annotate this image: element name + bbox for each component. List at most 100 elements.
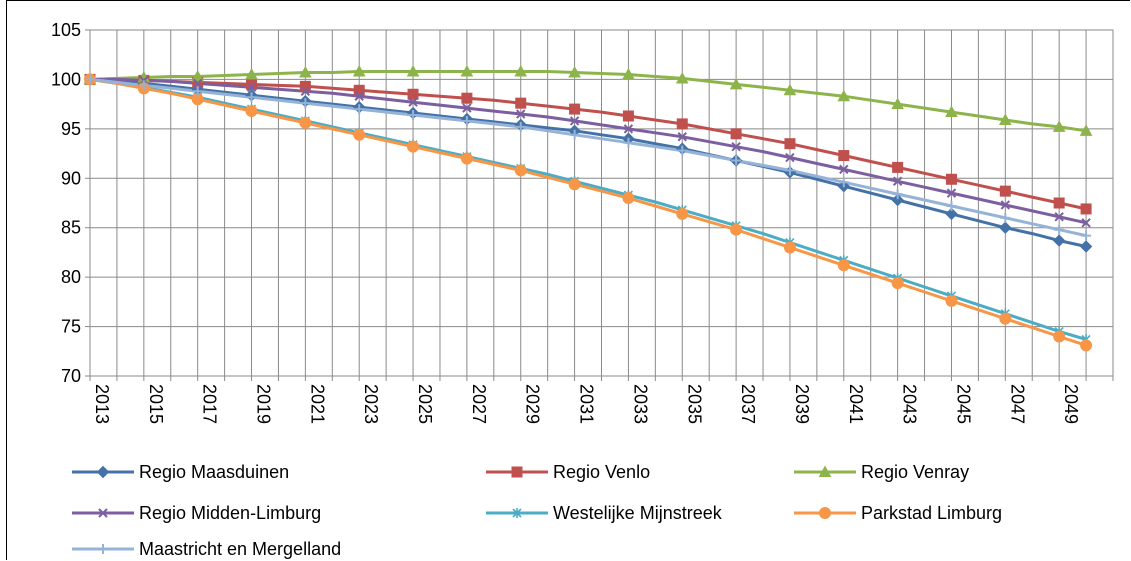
- data-point: [784, 138, 796, 150]
- axes: [85, 29, 1114, 381]
- legend-label: Parkstad Limburg: [861, 503, 1002, 523]
- data-point: [1079, 240, 1093, 253]
- legend-swatch-marker: [98, 508, 108, 518]
- x-tick-label: 2017: [200, 384, 220, 424]
- y-tick-label: 105: [51, 20, 81, 40]
- data-point: [300, 98, 311, 109]
- data-point: [838, 177, 849, 188]
- data-point: [192, 86, 203, 97]
- data-point: [1000, 200, 1011, 210]
- data-point: [569, 116, 580, 126]
- data-point: [299, 65, 312, 78]
- data-point: [246, 82, 257, 93]
- data-point: [1079, 124, 1093, 136]
- data-point: [622, 110, 634, 122]
- legend-swatch-marker: [512, 508, 522, 518]
- legend-label: Regio Venray: [861, 462, 969, 482]
- plot-area-border: [89, 29, 1114, 377]
- legend: Regio Maasduinen Regio Venlo Regio Venray R…: [72, 462, 1002, 559]
- y-tick-label: 100: [51, 69, 81, 89]
- data-point: [514, 64, 528, 77]
- data-point: [85, 74, 95, 85]
- x-tick-label: 2023: [361, 384, 381, 424]
- data-point: [839, 164, 849, 175]
- data-point: [946, 188, 957, 198]
- data-point: [299, 116, 312, 129]
- data-point: [1052, 120, 1066, 132]
- data-point: [514, 164, 527, 177]
- legend-item-maastricht-en-mergelland: Maastricht en Mergelland: [72, 539, 341, 559]
- data-point: [515, 121, 526, 132]
- data-point: [622, 192, 635, 205]
- data-point: [1052, 234, 1066, 247]
- data-point: [891, 193, 904, 207]
- legend-item-regio-midden-limburg: Regio Midden-Limburg: [72, 503, 321, 523]
- data-point: [1054, 224, 1065, 235]
- data-point: [461, 92, 473, 104]
- data-point: [675, 71, 689, 84]
- legend-item-regio-venlo: Regio Venlo: [486, 462, 650, 482]
- legend-swatch-marker: [819, 507, 831, 519]
- legend-label: Regio Maasduinen: [139, 462, 289, 482]
- x-tick-label: 2031: [577, 384, 597, 424]
- data-point: [407, 140, 420, 153]
- data-point: [460, 152, 473, 165]
- data-point: [460, 64, 474, 77]
- data-point: [191, 69, 205, 82]
- data-point: [1081, 230, 1092, 241]
- data-point: [730, 128, 742, 140]
- data-point: [622, 67, 635, 80]
- data-point: [946, 200, 957, 211]
- data-point: [892, 176, 903, 186]
- chart-frame: [6, 0, 1130, 560]
- legend-label: Maastricht en Mergelland: [139, 539, 341, 559]
- data-point: [891, 97, 904, 110]
- data-point: [138, 80, 149, 91]
- data-point: [408, 110, 419, 121]
- data-point: [1080, 339, 1093, 352]
- x-tick-label: 2025: [415, 384, 435, 424]
- data-point: [731, 155, 742, 166]
- data-point: [1081, 218, 1091, 228]
- data-point: [515, 97, 527, 109]
- data-point: [407, 88, 419, 100]
- y-tick-label: 80: [61, 267, 81, 287]
- data-point: [568, 178, 581, 191]
- data-point: [408, 97, 418, 107]
- legend-swatch-marker: [98, 544, 108, 554]
- x-tick-label: 2043: [900, 384, 920, 424]
- data-point: [783, 83, 797, 96]
- legend-label: Westelijke Mijnstreek: [553, 503, 723, 523]
- series-markers-parkstad-limburg: [84, 73, 1093, 352]
- series-markers-regio-maasduinen: [83, 73, 1093, 253]
- data-point: [784, 165, 795, 176]
- x-tick-label: 2029: [523, 384, 543, 424]
- series-lines: [89, 70, 1087, 347]
- x-tick-label: 2027: [469, 384, 489, 424]
- data-point: [354, 91, 364, 101]
- series-markers-maastricht-en-mergelland: [85, 74, 1092, 241]
- data-point: [783, 241, 796, 254]
- data-point: [785, 152, 795, 163]
- x-tick-label: 2039: [792, 384, 812, 424]
- legend-item-westelijke-mijnstreek: Westelijke Mijnstreek: [486, 503, 723, 523]
- legend-swatch-marker: [96, 465, 110, 479]
- data-point: [998, 113, 1012, 125]
- data-point: [245, 105, 258, 118]
- data-point: [406, 64, 420, 77]
- legend-item-parkstad-limburg: Parkstad Limburg: [794, 503, 1002, 523]
- x-tick-label: 2041: [846, 384, 866, 424]
- y-tick-label: 75: [61, 317, 81, 337]
- legend-label: Regio Venlo: [553, 462, 650, 482]
- data-point: [568, 65, 581, 78]
- x-tick-label: 2037: [738, 384, 758, 424]
- x-tick-label: 2035: [684, 384, 704, 424]
- data-point: [729, 77, 743, 90]
- data-point: [299, 80, 311, 92]
- x-tick-label: 2045: [953, 384, 973, 424]
- series-line-regio-venray: [89, 70, 1087, 133]
- data-point: [945, 294, 958, 307]
- data-point: [945, 207, 958, 221]
- data-point: [352, 64, 366, 77]
- data-point: [999, 185, 1011, 197]
